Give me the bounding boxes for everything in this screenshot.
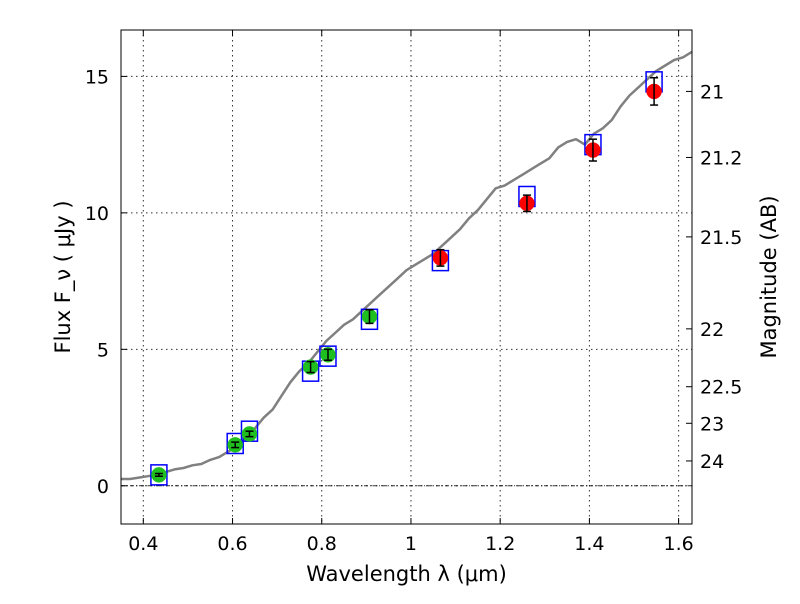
- y-axis-label: Flux F_ν ( μJy ): [51, 200, 76, 353]
- magnitude-tick-label: 22: [700, 319, 724, 341]
- y-tick-label: 10: [85, 203, 109, 225]
- labels-layer: 0.4 0.6 0.8 1 1.2 1.4 1.6 0 5 10 15 21 21.2 21.5 22 22.…: [51, 66, 781, 586]
- model-spectrum-line: [121, 50, 692, 481]
- magnitude-tick-label: 21.2: [700, 147, 742, 169]
- spectrum-layer: [121, 50, 692, 481]
- x-tick-label: 1.4: [574, 533, 604, 555]
- model-photometry-square: [319, 345, 337, 367]
- x-tick-label: 0.4: [128, 533, 158, 555]
- x-axis-label: Wavelength λ (μm): [306, 562, 507, 586]
- x-tick-label: 1.2: [485, 533, 515, 555]
- x-tick-label: 0.6: [217, 533, 247, 555]
- x-tick-label: 1.6: [664, 533, 694, 555]
- right-axis-label: Magnitude (AB): [757, 195, 781, 358]
- x-tick-label: 0.8: [307, 533, 337, 555]
- y-tick-label: 5: [97, 339, 109, 361]
- model-photometry-square: [226, 432, 244, 455]
- magnitude-tick-label: 23: [700, 413, 724, 435]
- data-points-layer: [151, 77, 662, 483]
- grid-layer: [121, 30, 692, 524]
- axes-layer: [120, 29, 693, 525]
- magnitude-tick-label: 21.5: [700, 227, 742, 249]
- model-photometry-layer: [150, 71, 663, 486]
- magnitude-tick-label: 24: [700, 451, 724, 473]
- model-photometry-square: [150, 464, 168, 486]
- plot-frame: [120, 29, 693, 525]
- magnitude-tick-label: 22.5: [700, 377, 742, 399]
- y-tick-label: 0: [97, 476, 109, 498]
- magnitude-tick-label: 21: [700, 81, 724, 103]
- y-tick-label: 15: [85, 66, 109, 88]
- x-tick-label: 1: [405, 533, 417, 555]
